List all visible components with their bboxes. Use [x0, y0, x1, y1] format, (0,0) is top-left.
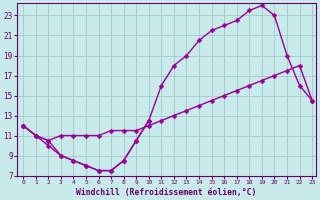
X-axis label: Windchill (Refroidissement éolien,°C): Windchill (Refroidissement éolien,°C) — [76, 188, 257, 197]
